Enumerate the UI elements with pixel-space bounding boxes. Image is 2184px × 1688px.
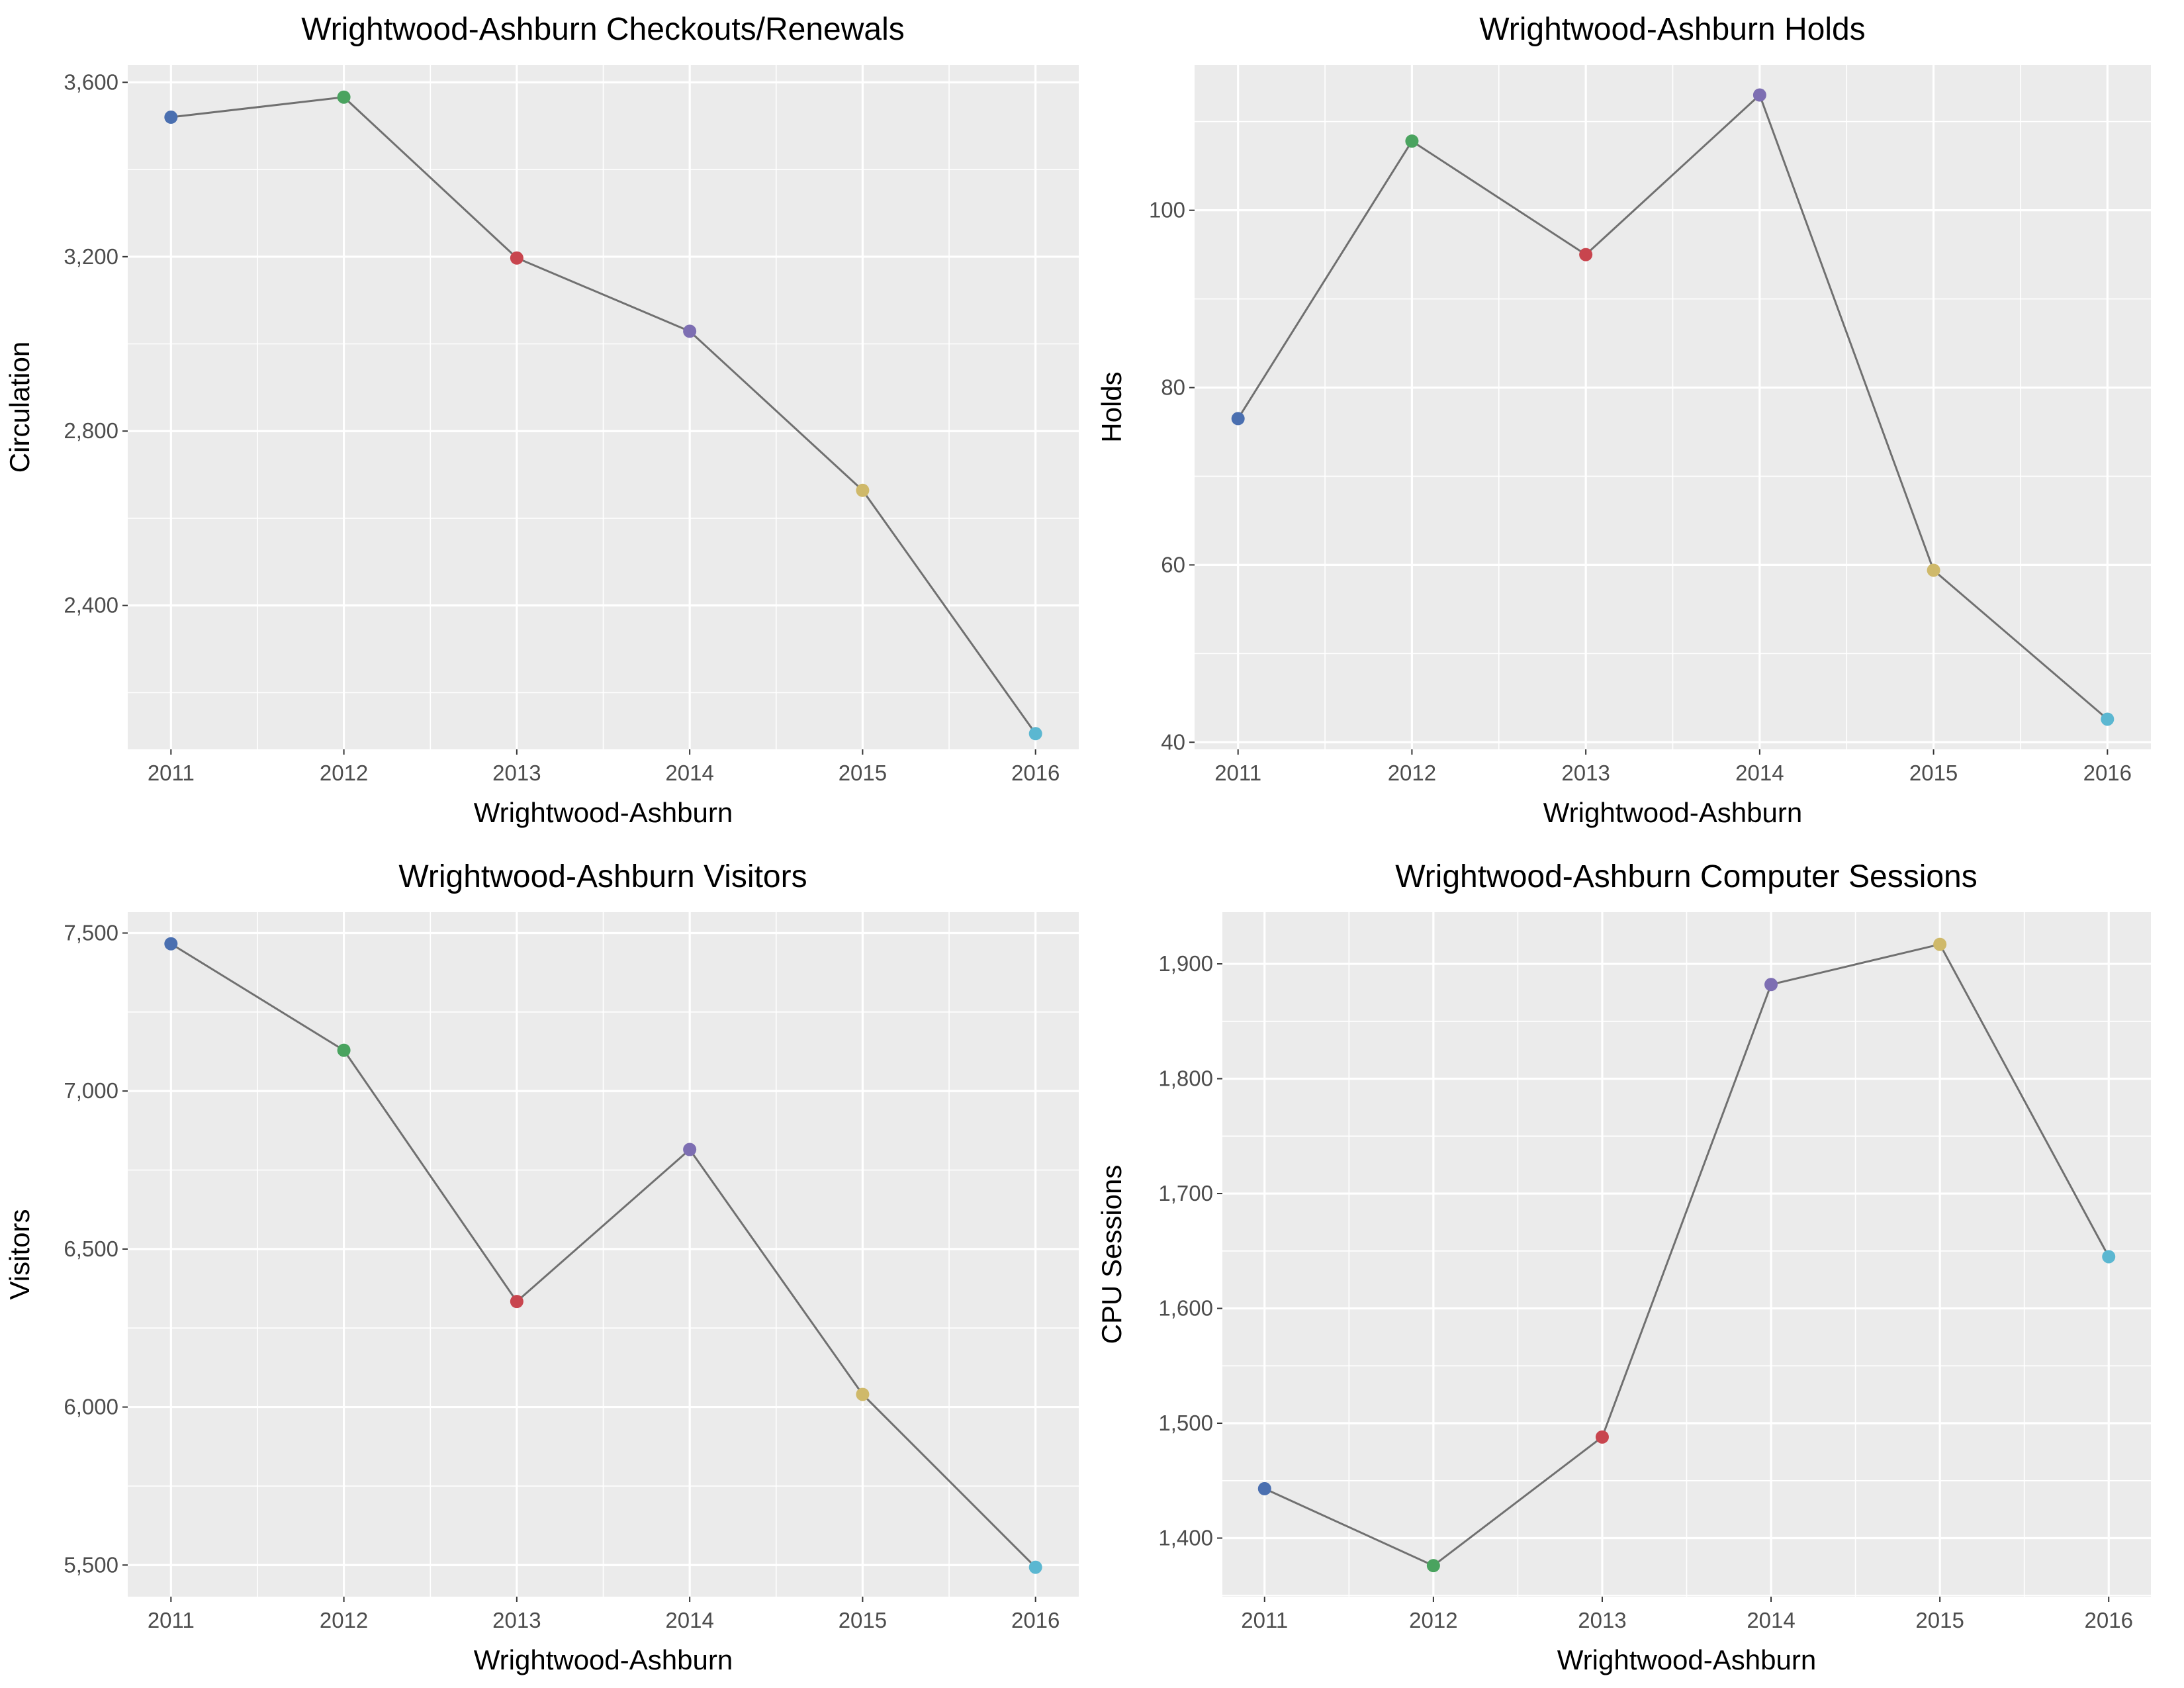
data-point: [683, 324, 697, 338]
data-point: [1231, 412, 1245, 426]
y-tick-label: 7,000: [64, 1078, 118, 1103]
x-tick-label: 2014: [665, 761, 713, 785]
chart-title: Wrightwood-Ashburn Checkouts/Renewals: [301, 12, 905, 47]
data-point: [1933, 937, 1947, 951]
chart-title: Wrightwood-Ashburn Computer Sessions: [1395, 859, 1978, 894]
data-point: [510, 251, 523, 265]
chart-title: Wrightwood-Ashburn Holds: [1479, 12, 1865, 47]
y-tick-label: 1,800: [1158, 1066, 1213, 1091]
data-point: [1752, 88, 1766, 102]
x-tick-label: 2013: [492, 761, 541, 785]
data-point: [2102, 1250, 2116, 1264]
y-tick-label: 1,600: [1158, 1296, 1213, 1321]
y-tick-label: 3,600: [64, 70, 118, 94]
series-line: [170, 943, 1036, 1568]
x-tick-label: 2016: [1011, 1608, 1060, 1632]
x-tick-label: 2016: [1011, 761, 1060, 785]
chart-computer-sessions: 1,400 1,500 1,600 1,700 1,800 1,900 2011 2012 20…: [1096, 859, 2151, 1675]
y-tick-label: 7,500: [64, 921, 118, 945]
x-tick-label: 2015: [839, 1608, 887, 1632]
x-tick-label: 2012: [1409, 1608, 1457, 1632]
x-axis-label: Wrightwood-Ashburn: [1543, 797, 1802, 828]
chart-holds: 40 60 80 100 2011 2012 2013 2014 2015 2016 Wrightw…: [1096, 12, 2151, 828]
data-point: [1405, 134, 1419, 148]
y-tick-label: 2,800: [64, 418, 118, 443]
y-axis-label: CPU Sessions: [1096, 1165, 1127, 1344]
y-tick-label: 60: [1161, 552, 1185, 577]
data-point: [1764, 978, 1778, 992]
data-point: [510, 1295, 523, 1309]
x-tick-label: 2014: [1735, 761, 1784, 785]
x-tick-label: 2013: [1578, 1608, 1626, 1632]
x-tick-label: 2014: [665, 1608, 713, 1632]
y-axis-label: Visitors: [4, 1209, 35, 1300]
x-tick-label: 2015: [839, 761, 887, 785]
x-axis-label: Wrightwood-Ashburn: [1557, 1644, 1816, 1675]
data-point: [1426, 1559, 1440, 1573]
data-point: [1595, 1430, 1609, 1444]
x-tick-label: 2013: [492, 1608, 541, 1632]
data-point: [1028, 1560, 1042, 1574]
data-point: [683, 1143, 697, 1156]
y-axis-label: Circulation: [4, 342, 35, 473]
data-point: [337, 1043, 351, 1057]
y-tick-label: 1,900: [1158, 951, 1213, 976]
x-tick-label: 2011: [1241, 1608, 1288, 1632]
x-tick-label: 2011: [1214, 761, 1261, 785]
x-tick-label: 2013: [1561, 761, 1610, 785]
y-tick-label: 1,400: [1158, 1526, 1213, 1550]
data-point: [1028, 727, 1042, 741]
data-point: [164, 937, 178, 951]
series-line: [1264, 943, 2110, 1567]
y-tick-label: 1,700: [1158, 1181, 1213, 1205]
x-tick-label: 2014: [1747, 1608, 1795, 1632]
x-tick-label: 2011: [148, 761, 195, 785]
y-axis-label: Holds: [1096, 371, 1127, 442]
x-tick-label: 2012: [320, 761, 368, 785]
y-tick-label: 2,400: [64, 593, 118, 618]
data-point: [856, 483, 870, 497]
data-point: [2101, 712, 2115, 726]
data-point: [856, 1387, 870, 1401]
y-tick-label: 1,500: [1158, 1411, 1213, 1435]
x-tick-label: 2012: [1388, 761, 1436, 785]
series-line: [1237, 93, 2109, 720]
series-line: [171, 96, 1036, 735]
x-axis-label: Wrightwood-Ashburn: [474, 797, 733, 828]
x-tick-label: 2016: [2083, 761, 2132, 785]
data-point: [1257, 1481, 1271, 1495]
y-tick-label: 40: [1161, 729, 1185, 754]
data-point: [1927, 563, 1940, 577]
y-tick-label: 3,200: [64, 244, 118, 269]
x-tick-label: 2016: [2085, 1608, 2133, 1632]
chart-checkouts: 2,400 2,800 3,200 3,600 2011 2012 2013 2014 2015…: [4, 12, 1079, 828]
x-tick-label: 2012: [320, 1608, 368, 1632]
y-tick-label: 6,000: [64, 1395, 118, 1419]
chart-visitors: 5,500 6,000 6,500 7,000 7,500 2011 2012 2013 201…: [4, 859, 1079, 1675]
x-tick-label: 2015: [1909, 761, 1958, 785]
data-point: [164, 111, 178, 124]
x-axis-label: Wrightwood-Ashburn: [474, 1644, 733, 1675]
data-point: [1579, 248, 1593, 261]
x-tick-label: 2011: [148, 1608, 195, 1632]
y-tick-label: 100: [1149, 198, 1185, 222]
x-tick-label: 2015: [1915, 1608, 1964, 1632]
data-point: [337, 90, 351, 104]
y-tick-label: 6,500: [64, 1237, 118, 1261]
y-tick-label: 5,500: [64, 1552, 118, 1577]
chart-title: Wrightwood-Ashburn Visitors: [398, 859, 807, 894]
y-tick-label: 80: [1161, 375, 1185, 400]
